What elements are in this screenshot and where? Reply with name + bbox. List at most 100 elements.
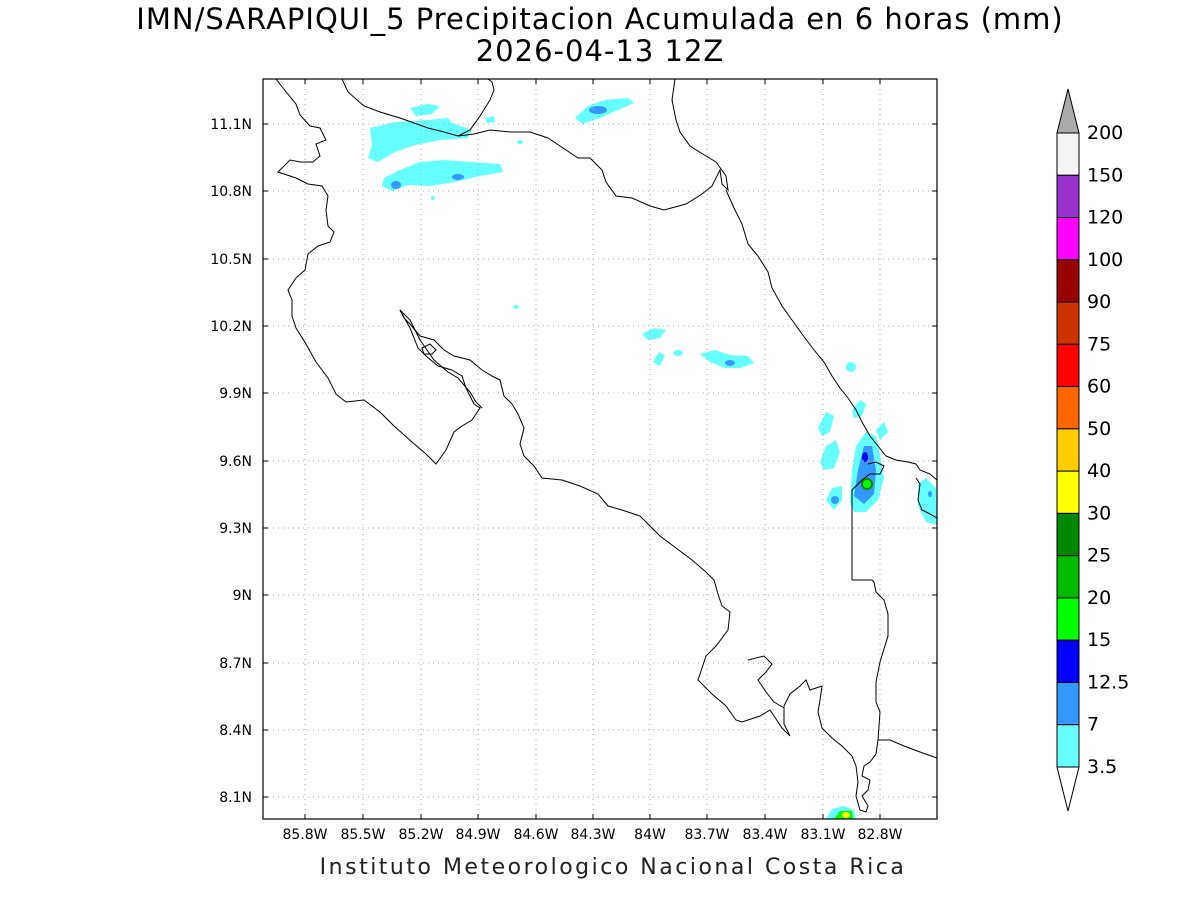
lon-tick-label: 83.4W (742, 827, 787, 843)
colorbar-swatch (1056, 132, 1080, 176)
rain-area-e-5 (820, 440, 840, 470)
colorbar-swatch (1056, 597, 1080, 641)
rain-area-nw-5 (382, 160, 503, 191)
colorbar-swatch (1056, 428, 1080, 472)
colorbar-level-label: 20 (1087, 587, 1111, 609)
rain-area-e-2 (852, 400, 866, 418)
map-subtitle-date: 2026-04-13 12Z (475, 34, 725, 68)
colorbar-swatch (1056, 217, 1080, 261)
lat-tick-label: 10.5N (210, 252, 252, 268)
caribbean-coast-east (725, 189, 937, 481)
colorbar-swatch (1056, 343, 1080, 388)
rain-area-e-1 (846, 362, 856, 372)
map-title: IMN/SARAPIQUI_5 Precipitacion Acumulada … (136, 2, 1064, 36)
lat-tick-label: 9N (233, 588, 252, 604)
graticule (263, 79, 937, 819)
colorbar-swatch (1056, 386, 1080, 430)
rain-area-e-4 (876, 422, 888, 440)
rain-core-e-4 (863, 480, 871, 488)
lat-tick-label: 8.7N (219, 656, 252, 672)
colorbar-swatch (1056, 555, 1080, 599)
rain-core-nw-1 (391, 181, 401, 189)
osa-peninsula (747, 655, 785, 709)
colorbar-level-label: 150 (1087, 164, 1123, 186)
colorbar-level-label: 15 (1087, 629, 1111, 651)
rain-area-nw-4 (485, 116, 495, 123)
lon-tick-label: 85.5W (340, 827, 385, 843)
rain-core-e-5 (831, 496, 839, 504)
lon-tick-label: 84W (634, 827, 666, 843)
latitude-labels: 11.1N 10.8N 10.5N 10.2N 9.9N 9.6N 9.3N 9N 8.7N 8.… (210, 117, 252, 806)
rain-area-e-8 (918, 478, 937, 525)
colorbar-level-label: 75 (1087, 333, 1111, 355)
colorbar-top-triangle (1056, 88, 1080, 134)
lon-tick-label: 83.7W (684, 827, 729, 843)
map-footer-credit: Instituto Meteorologico Nacional Costa R… (319, 855, 907, 880)
colorbar-swatch (1056, 724, 1080, 768)
rain-area-nw-7 (431, 196, 435, 200)
colorbar-swatch (1056, 174, 1080, 219)
lon-tick-label: 85.2W (398, 827, 443, 843)
lat-tick-label: 9.6N (219, 454, 252, 470)
colorbar-bottom-triangle (1056, 766, 1080, 812)
nicaragua-border (457, 79, 729, 211)
rain-core-e-2 (862, 452, 868, 462)
colorbar-level-label: 200 (1087, 122, 1123, 144)
lat-tick-label: 9.3N (219, 521, 252, 537)
colorbar-level-label: 30 (1087, 502, 1111, 524)
panama-pacific (878, 739, 937, 759)
lake-island (421, 343, 437, 355)
colorbar-swatch (1056, 259, 1080, 303)
rain-area-c-3 (673, 350, 683, 356)
panama-coast (915, 477, 937, 519)
colorbar-level-label: 100 (1087, 249, 1123, 271)
rain-area-nw-3 (410, 104, 440, 116)
lat-tick-label: 8.4N (219, 723, 252, 739)
colorbar-swatch (1056, 512, 1080, 557)
rain-area-nw-6 (517, 140, 523, 144)
pacific-coast-central (399, 309, 889, 813)
lat-tick-label: 10.8N (210, 184, 252, 200)
rain-core-e-1 (854, 446, 876, 504)
rain-area-nw-1 (368, 120, 472, 162)
lat-tick-label: 9.9N (219, 386, 252, 402)
colorbar-level-label: 50 (1087, 418, 1111, 440)
lon-tick-label: 84.3W (570, 827, 615, 843)
colorbar-legend: 200 150 120 100 90 75 60 50 40 30 25 20 15 12.5 7 3.5 (1056, 88, 1129, 812)
coastlines-and-borders (275, 79, 937, 813)
rain-core-e-6 (928, 491, 932, 497)
lon-tick-label: 84.6W (513, 827, 558, 843)
colorbar-level-label: 7 (1087, 714, 1099, 736)
rain-core-n-1 (589, 106, 607, 114)
lat-tick-label: 8.1N (219, 790, 252, 806)
panama-border (851, 461, 885, 580)
rain-core-s-2 (842, 812, 850, 818)
colorbar-swatch (1056, 681, 1080, 726)
colorbar-level-label: 40 (1087, 460, 1111, 482)
lon-tick-label: 84.9W (455, 827, 500, 843)
map-frame (262, 78, 938, 820)
colorbar-level-label: 25 (1087, 545, 1111, 567)
colorbar-level-label: 60 (1087, 376, 1111, 398)
lon-tick-label: 83.1W (800, 827, 845, 843)
rain-core-c-1 (725, 360, 735, 366)
colorbar-swatch (1056, 639, 1080, 683)
gulf-nicoya (399, 309, 483, 409)
colorbar-level-label: 120 (1087, 207, 1123, 229)
colorbar-swatch (1056, 470, 1080, 514)
rain-area-c-0 (513, 305, 519, 309)
rain-core-nw-2 (452, 174, 464, 180)
colorbar-level-label: 90 (1087, 291, 1111, 313)
nicaragua-lake-coast (275, 79, 481, 465)
lat-tick-label: 10.2N (210, 319, 252, 335)
axis-ticks (263, 79, 937, 819)
lon-tick-label: 82.8W (857, 827, 902, 843)
rain-area-c-1 (642, 328, 666, 340)
rain-area-c-4 (700, 350, 754, 368)
caribbean-coast (341, 79, 495, 137)
rain-area-c-2 (653, 352, 665, 366)
longitude-labels: 85.8W 85.5W 85.2W 84.9W 84.6W 84.3W 84W 83.7W 83… (282, 827, 902, 843)
rain-area-e-3 (818, 412, 834, 436)
